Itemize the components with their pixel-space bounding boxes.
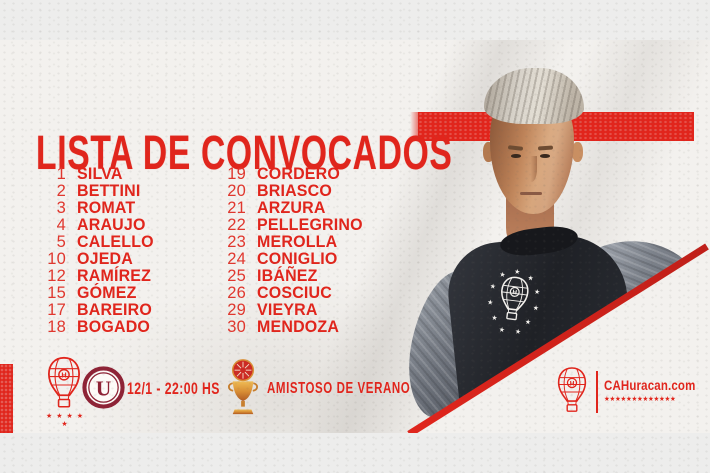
squad-column-left: 1 SILVA 2 BETTINI 3 ROMAT 4 ARAUJO 5 CALELLO …: [28, 164, 159, 336]
player-name: BRIASCO: [257, 181, 333, 200]
coach-ear: [572, 142, 583, 162]
svg-text:★: ★: [534, 288, 541, 297]
website-stars: ★★★★★★★★★★★★★: [604, 396, 676, 403]
svg-text:★: ★: [514, 268, 521, 277]
player-number: 3: [56, 199, 66, 217]
left-edge-red-strip: [0, 364, 13, 433]
player-row: 22 PELLEGRINO: [208, 215, 370, 234]
player-number: 21: [227, 199, 246, 217]
coach-head: [480, 68, 586, 218]
huracan-balloon-icon: [47, 356, 81, 408]
player-number: 30: [227, 318, 246, 336]
player-name: MENDOZA: [257, 317, 340, 336]
player-name: COSCIUC: [257, 283, 333, 302]
player-row: 1 SILVA: [28, 164, 159, 183]
player-number: 10: [47, 250, 66, 268]
convocados-poster: ★ ★ ★ ★ ★ ★ ★ ★ ★ ★ ★ LISTA DE CONVOCADO…: [0, 40, 710, 433]
huracan-crest-icon: ★ ★ ★ ★ ★ ★ ★ ★ ★ ★ ★: [487, 268, 541, 337]
player-row: 25 IBÁÑEZ: [208, 266, 370, 285]
player-row: 15 GÓMEZ: [28, 283, 159, 302]
summer-cup-trophy-icon: [227, 359, 259, 415]
player-number: 19: [227, 165, 246, 183]
player-row: 30 MENDOZA: [208, 317, 370, 336]
player-row: 17 BAREIRO: [28, 300, 159, 319]
player-name: CORDERO: [257, 164, 340, 183]
svg-text:★: ★: [525, 318, 532, 327]
coach-ear: [483, 142, 494, 162]
page-title: LISTA DE CONVOCADOS: [36, 127, 453, 181]
svg-text:★: ★: [499, 270, 506, 279]
svg-text:★: ★: [532, 304, 539, 313]
player-row: 29 VIEYRA: [208, 300, 370, 319]
player-row: 18 BOGADO: [28, 317, 159, 336]
coach-eye: [540, 154, 550, 158]
player-number: 17: [47, 301, 66, 319]
squad-column-right: 19 CORDERO 20 BRIASCO 21 ARZURA 22 PELLEGRIN…: [208, 164, 370, 336]
player-name: SILVA: [77, 164, 123, 183]
player-row: 3 ROMAT: [28, 198, 159, 217]
svg-text:★: ★: [514, 327, 521, 336]
player-row: 26 COSCIUC: [208, 283, 370, 302]
player-name: CALELLO: [77, 232, 154, 251]
player-number: 2: [56, 182, 66, 200]
player-number: 25: [227, 267, 246, 285]
svg-text:U: U: [96, 376, 112, 400]
player-number: 26: [227, 284, 246, 302]
player-name: CONIGLIO: [257, 249, 338, 268]
coach-nose: [526, 156, 537, 182]
player-number: 12: [47, 267, 66, 285]
player-number: 24: [227, 250, 246, 268]
svg-text:★: ★: [489, 282, 496, 291]
player-name: ARZURA: [257, 198, 326, 217]
player-name: ROMAT: [77, 198, 136, 217]
player-row: 5 CALELLO: [28, 232, 159, 251]
player-row: 2 BETTINI: [28, 181, 159, 200]
player-name: PELLEGRINO: [257, 215, 363, 234]
player-row: 21 ARZURA: [208, 198, 370, 217]
player-number: 22: [227, 216, 246, 234]
player-name: BETTINI: [77, 181, 141, 200]
player-number: 1: [56, 165, 66, 183]
vertical-divider: [596, 371, 598, 413]
player-row: 23 MEROLLA: [208, 232, 370, 251]
player-number: 29: [227, 301, 246, 319]
player-name: GÓMEZ: [77, 283, 137, 302]
huracan-logo-stars: ★ ★ ★ ★ ★: [46, 413, 84, 428]
player-row: 10 OJEDA: [28, 249, 159, 268]
player-name: ARAUJO: [77, 215, 146, 234]
player-name: BOGADO: [77, 317, 151, 336]
player-name: RAMÍREZ: [77, 266, 152, 285]
club-website-block: CAHuracan.com ★★★★★★★★★★★★★: [604, 377, 710, 403]
coach-photo: ★ ★ ★ ★ ★ ★ ★ ★ ★ ★ ★: [0, 40, 710, 433]
player-row: 20 BRIASCO: [208, 181, 370, 200]
player-number: 23: [227, 233, 246, 251]
player-number: 20: [227, 182, 246, 200]
player-name: VIEYRA: [257, 300, 318, 319]
player-name: BAREIRO: [77, 300, 153, 319]
player-number: 4: [56, 216, 66, 234]
player-number: 15: [47, 284, 66, 302]
player-name: OJEDA: [77, 249, 134, 268]
club-website: CAHuracan.com: [604, 378, 696, 393]
svg-text:★: ★: [491, 314, 498, 323]
player-row: 4 ARAUJO: [28, 215, 159, 234]
player-name: IBÁÑEZ: [257, 266, 318, 285]
huracan-balloon-icon: [557, 367, 587, 413]
player-row: 12 RAMÍREZ: [28, 266, 159, 285]
match-datetime: 12/1 - 22:00 HS: [127, 379, 220, 398]
coach-hair: [484, 68, 584, 124]
coach-mouth: [520, 192, 542, 195]
svg-text:★: ★: [498, 325, 505, 334]
player-number: 18: [47, 318, 66, 336]
player-row: 19 CORDERO: [208, 164, 370, 183]
svg-text:★: ★: [527, 274, 534, 283]
player-number: 5: [56, 233, 66, 251]
svg-text:★: ★: [487, 298, 494, 307]
coach-eye: [511, 154, 521, 158]
player-row: 24 CONIGLIO: [208, 249, 370, 268]
universitario-logo-icon: U: [82, 366, 125, 409]
player-name: MEROLLA: [257, 232, 338, 251]
event-name: AMISTOSO DE VERANO: [267, 380, 411, 397]
